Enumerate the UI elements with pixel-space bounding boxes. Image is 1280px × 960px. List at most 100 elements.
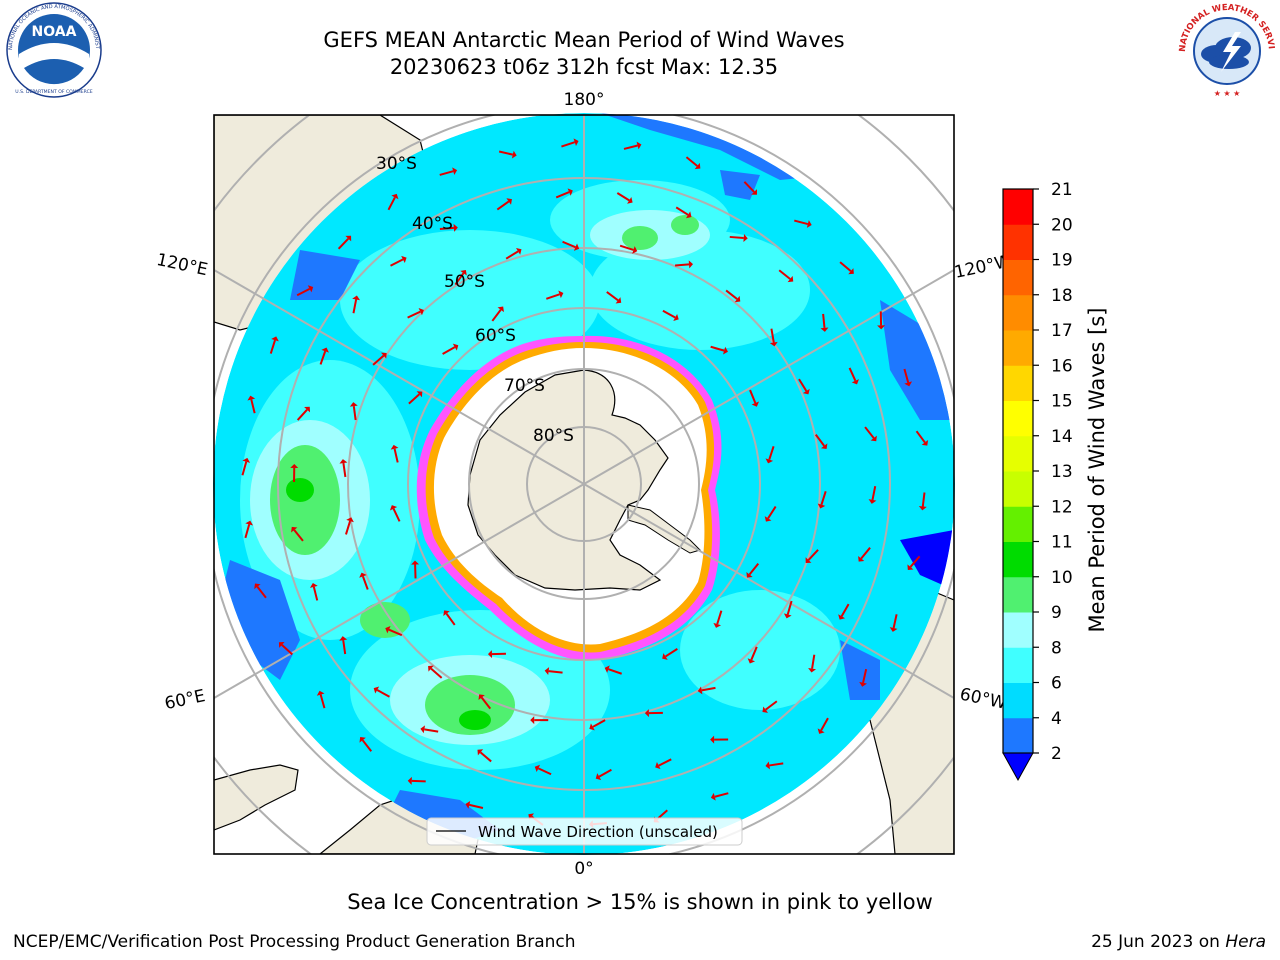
wind-wave-arrow-head: [820, 327, 829, 332]
wind-wave-arrow: [392, 508, 401, 522]
wind-wave-arrow: [710, 345, 725, 352]
wind-wave-arrow: [786, 600, 793, 615]
wind-wave-arrow: [548, 670, 563, 674]
wind-wave-arrow-head: [391, 193, 399, 200]
wind-wave-arrow: [445, 613, 456, 626]
wind-wave-arrow: [675, 206, 689, 216]
colorbar-tick-label: 2: [1051, 744, 1062, 764]
wind-wave-arrow-head: [534, 764, 541, 773]
wind-wave-arrow: [903, 368, 910, 383]
wind-wave-arrow-head: [688, 260, 694, 269]
wind-wave-arrow-head: [644, 709, 649, 718]
map-frame: [213, 114, 955, 855]
wind-wave-arrow-head: [478, 694, 485, 701]
wind-wave-arrow-head: [309, 582, 318, 588]
wind-wave-arrow: [293, 529, 304, 542]
lon-label-120e: 120°E: [155, 250, 210, 280]
noaa-bottom-text: U.S. DEPARTMENT OF COMMERCE: [15, 89, 92, 95]
wind-wave-arrow-head: [573, 138, 579, 147]
wind-wave-arrow-head: [511, 150, 517, 159]
wind-wave-arrow: [750, 646, 758, 661]
wind-wave-arrow-head: [453, 223, 458, 232]
wind-wave-arrow-head: [632, 246, 638, 254]
wind-wave-arrow: [768, 445, 775, 460]
wind-wave-arrow: [390, 258, 404, 267]
wind-wave-arrow: [778, 269, 791, 280]
colorbar-block: [1003, 189, 1033, 225]
wind-wave-arrow: [871, 485, 877, 501]
lat-label-40s: 40°S: [412, 214, 453, 234]
colorbar-block: [1003, 259, 1033, 296]
wind-wave-arrow-head: [751, 401, 760, 407]
colorbar-tick-label: 8: [1051, 638, 1062, 658]
wind-wave-arrow: [337, 237, 350, 250]
wind-wave-arrow: [388, 628, 403, 637]
wind-wave-arrow-head: [848, 268, 854, 275]
legend-label: Wind Wave Direction (unscaled): [478, 823, 718, 841]
wind-wave-arrow-head: [762, 706, 769, 713]
wind-wave-arrow: [296, 287, 311, 297]
wind-wave-arrow-head: [359, 737, 366, 743]
wind-wave-arrow-head: [242, 457, 251, 463]
wind-wave-arrow: [545, 293, 560, 300]
wind-wave-arrow-head: [418, 308, 424, 316]
colorbar-tick-label: 18: [1051, 286, 1073, 306]
wind-wave-arrow-head: [452, 343, 459, 351]
wind-wave-arrow-head: [290, 463, 299, 469]
wind-wave-arrow: [562, 240, 576, 249]
wind-wave-arrow: [296, 409, 308, 421]
wind-wave-arrow: [598, 768, 612, 778]
wind-wave-arrow-head: [401, 255, 407, 263]
period-10-11-patches: [286, 478, 491, 730]
wind-wave-arrow-head: [838, 614, 846, 620]
wind-wave-arrow: [479, 751, 492, 763]
wind-wave-arrow-head: [390, 444, 399, 450]
wind-wave-arrow: [748, 562, 760, 576]
wind-wave-arrow: [606, 291, 619, 302]
wind-wave-arrow-head: [636, 141, 642, 150]
wind-wave-arrow: [864, 426, 875, 439]
wind-wave-arrow-head: [346, 517, 354, 523]
wind-wave-arrow: [269, 339, 276, 354]
colorbar-tick-label: 21: [1051, 180, 1073, 200]
wind-wave-arrow-head: [697, 686, 703, 695]
wind-wave-arrow-head: [247, 395, 256, 401]
footer-host: Hera: [1225, 932, 1266, 952]
colorbar-tick-label: 4: [1051, 709, 1062, 729]
wind-wave-arrow: [820, 717, 829, 731]
wind-wave-arrow-head: [291, 526, 298, 533]
lon-label-60e: 60°E: [163, 686, 207, 714]
wind-wave-arrow-head: [544, 667, 550, 676]
wind-wave-arrow-head: [673, 313, 679, 321]
wind-wave-arrow-head: [764, 516, 772, 522]
wind-wave-arrow-head: [805, 557, 812, 563]
wind-wave-arrow: [729, 235, 744, 240]
wind-wave-arrow: [909, 555, 921, 568]
wind-wave-arrow: [372, 354, 385, 366]
colorbar-label: Mean Period of Wind Waves [s]: [1085, 307, 1109, 633]
wind-wave-arrow: [393, 448, 399, 463]
wind-wave-arrow-head: [530, 716, 535, 725]
wind-wave-arrow-head: [515, 247, 522, 255]
wind-wave-arrow-head: [339, 636, 348, 641]
wind-wave-arrow: [352, 406, 357, 421]
colorbar-block: [1003, 400, 1033, 437]
wind-wave-arrow-head: [573, 243, 580, 251]
wind-wave-arrow-head: [723, 346, 728, 355]
wind-wave-arrow-head: [904, 381, 913, 387]
wind-wave-arrow-head: [783, 613, 792, 619]
colorbar-tick-label: 6: [1051, 674, 1062, 694]
wind-wave-arrow: [674, 263, 690, 267]
wind-wave-arrow: [281, 644, 293, 656]
wind-wave-arrow-head: [769, 341, 778, 347]
wind-wave-arrow-head: [627, 196, 633, 204]
wind-wave-arrow-head: [407, 776, 412, 785]
wind-wave-arrow: [537, 767, 552, 776]
wind-wave-arrow: [839, 261, 852, 272]
wind-wave-arrow-head: [870, 435, 877, 442]
wind-wave-arrow-head: [817, 503, 826, 509]
wind-wave-arrow-head: [420, 725, 426, 734]
wind-wave-arrow: [319, 694, 326, 709]
wind-wave-arrow-head: [487, 650, 493, 659]
wind-wave-arrow-head: [734, 295, 741, 303]
